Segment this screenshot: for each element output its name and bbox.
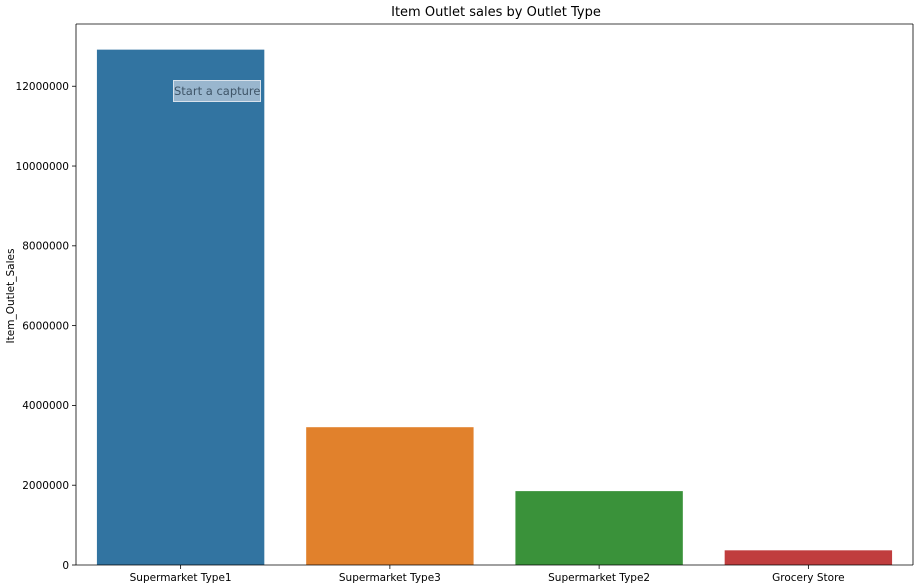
- x-tick-label: Supermarket Type1: [130, 572, 232, 584]
- x-tick-label: Supermarket Type2: [548, 572, 650, 584]
- y-tick-label: 2000000: [22, 480, 69, 492]
- axes-layer: [75, 23, 914, 566]
- bar-supermarket-type1: [96, 49, 265, 565]
- y-axis-label: Item_Outlet_Sales: [5, 249, 17, 344]
- start-capture-tooltip[interactable]: Start a capture: [173, 80, 261, 102]
- bar-grocery-store: [724, 550, 893, 565]
- y-tick-label: 10000000: [16, 161, 69, 173]
- bars-layer: [96, 49, 893, 565]
- bar-supermarket-type2: [515, 491, 683, 565]
- y-ticks: 0 2000000 4000000 6000000 8000000 10000000 120…: [16, 81, 76, 572]
- chart-title: Item Outlet sales by Outlet Type: [391, 5, 601, 20]
- x-ticks: Supermarket Type1 Supermarket Type3 Superm…: [130, 565, 845, 584]
- bar-supermarket-type3: [306, 427, 474, 565]
- x-tick-label: Grocery Store: [772, 572, 845, 584]
- y-tick-label: 6000000: [22, 320, 69, 332]
- y-tick-label: 0: [62, 560, 69, 572]
- x-tick-label: Supermarket Type3: [339, 572, 441, 584]
- y-tick-label: 8000000: [22, 241, 69, 253]
- y-tick-label: 4000000: [22, 400, 69, 412]
- y-tick-label: 12000000: [16, 81, 69, 93]
